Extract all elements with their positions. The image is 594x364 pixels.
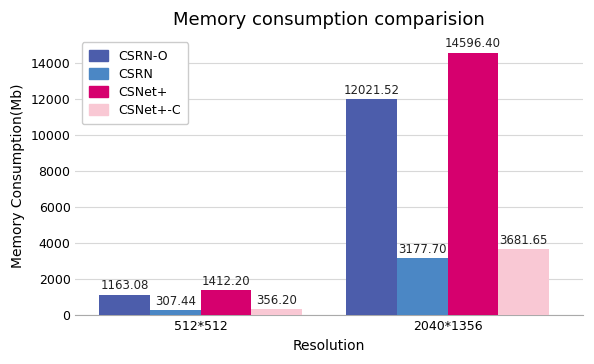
- Bar: [99, 294, 150, 316]
- X-axis label: Resolution: Resolution: [293, 339, 365, 353]
- Y-axis label: Memory Consumption(Mb): Memory Consumption(Mb): [11, 84, 25, 268]
- Text: 1412.20: 1412.20: [201, 275, 250, 288]
- Bar: [201, 290, 251, 316]
- Text: 307.44: 307.44: [154, 295, 195, 308]
- Bar: [251, 309, 302, 316]
- Text: 356.20: 356.20: [256, 294, 297, 307]
- Bar: [447, 52, 498, 316]
- Text: 3681.65: 3681.65: [500, 234, 548, 247]
- Bar: [397, 258, 447, 316]
- Text: 1163.08: 1163.08: [100, 279, 148, 292]
- Bar: [498, 249, 549, 316]
- Text: 3177.70: 3177.70: [398, 243, 447, 256]
- Text: 12021.52: 12021.52: [343, 84, 399, 97]
- Text: 14596.40: 14596.40: [445, 37, 501, 50]
- Bar: [346, 99, 397, 316]
- Legend: CSRN-O, CSRN, CSNet+, CSNet+-C: CSRN-O, CSRN, CSNet+, CSNet+-C: [81, 43, 188, 124]
- Bar: [150, 310, 201, 316]
- Title: Memory consumption comparision: Memory consumption comparision: [173, 11, 485, 29]
